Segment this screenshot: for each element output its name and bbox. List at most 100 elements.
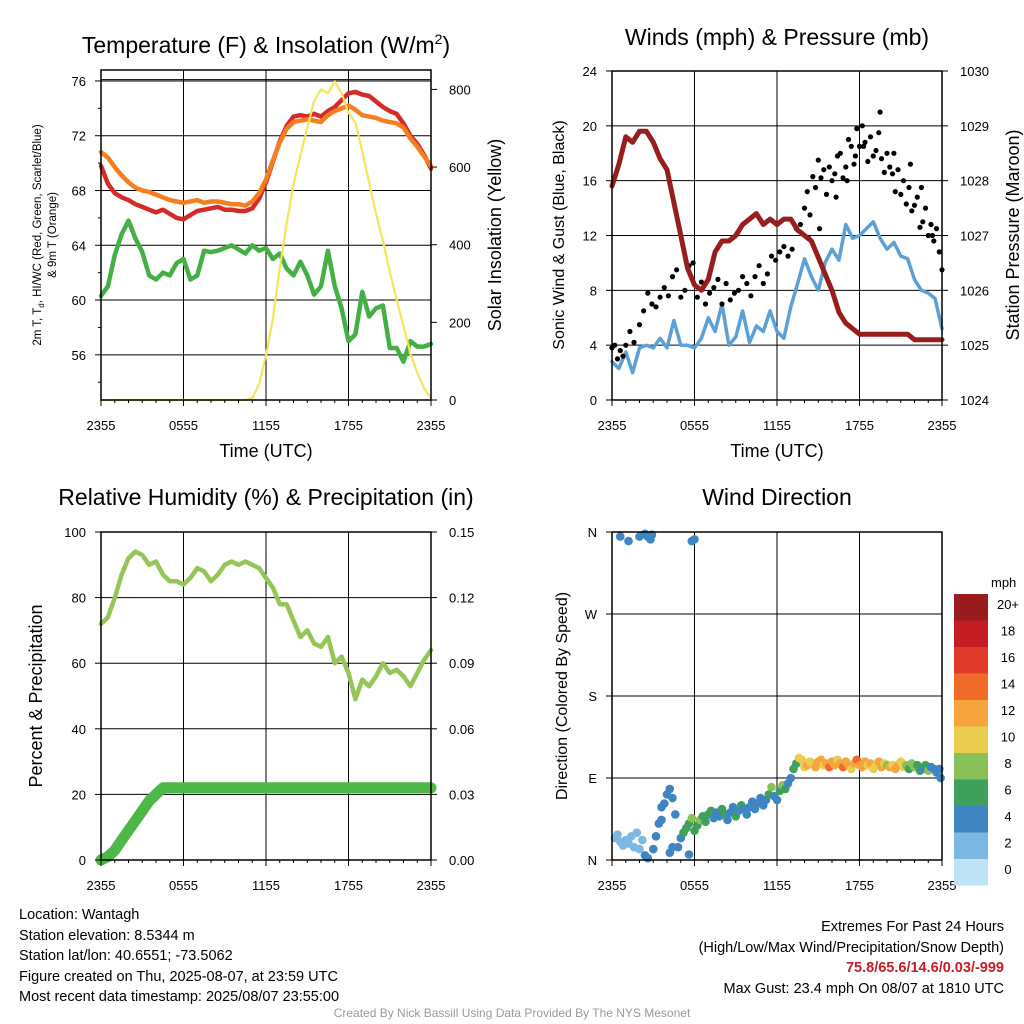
legend-label: 14 [1001,677,1015,692]
gust-point [801,205,808,211]
chart-title: Temperature (F) & Insolation (W/m2) [82,31,450,58]
gust-point [843,164,849,170]
direction-point [786,773,796,783]
y-tick-label: 20 [583,119,597,134]
figure-created: Figure created on Thu, 2025-08-07, at 23… [19,968,338,985]
gust-point [690,260,696,266]
direction-point [936,773,945,783]
y-axis-label: Percent & Precipitation [26,604,46,787]
gust-point [906,184,912,191]
direction-point [742,810,752,819]
direction-point [624,536,633,546]
direction-point [797,755,807,765]
chart-title: Wind Direction [702,484,852,510]
direction-point [643,853,653,863]
gust-point [817,226,823,232]
gust-point [777,249,783,255]
legend-label: 2 [1004,836,1011,851]
y-right-tick-label: 0.00 [449,853,474,868]
gust-point [922,205,929,211]
gust-point [694,294,700,300]
gust-point [840,175,846,181]
y-axis-label: Sonic Wind & Gust (Blue, Black) [551,120,568,349]
y-tick-label: N [588,525,597,540]
y-tick-label: 60 [72,293,86,308]
gust-point [735,287,742,293]
legend-label: 10 [1001,730,1015,745]
gust-point [837,150,843,156]
station-elevation: Station elevation: 8.5344 m [19,927,195,944]
y-tick-label: 72 [72,129,86,144]
y-right-axis-label: Station Pressure (Maroon) [1003,129,1023,340]
direction-point [649,844,658,854]
gust-point [623,342,629,348]
y-axis-label-line2: & 9m T (Orange) [47,192,59,278]
direction-point [723,815,732,825]
gust-point [818,175,824,181]
direction-point [687,813,697,823]
gust-point [907,161,914,167]
gust-point [829,178,835,184]
gust-point [810,174,816,180]
x-tick-label: 1155 [763,418,791,433]
gust-point [682,287,688,293]
legend-swatch [954,832,988,859]
legend-label: 8 [1004,756,1011,771]
y-tick-label: 76 [72,74,86,89]
direction-point [668,793,677,803]
y-tick-label: 68 [72,183,86,198]
direction-point [613,830,622,839]
gust-point [881,169,887,175]
gust-point [636,322,643,328]
temperature-insolation-panel: Temperature (F) & Insolation (W/m2)2355 0… [32,31,505,461]
x-tick-label: 2355 [417,878,446,893]
y-right-tick-label: 0.15 [449,525,474,540]
direction-point [772,795,782,805]
gust-point [895,167,901,173]
direction-point [671,810,680,819]
legend-swatch [954,806,988,833]
y-right-tick-label: 1024 [960,393,989,408]
gust-point [832,171,838,177]
x-tick-label: 1155 [252,878,280,893]
gust-point [900,178,907,184]
y-tick-label: 20 [72,787,86,802]
gust-point [844,178,850,184]
x-tick-label: 2355 [928,878,957,893]
gust-point [878,156,885,162]
direction-point [635,844,644,854]
legend-label: 6 [1004,783,1011,798]
y-right-tick-label: 800 [449,82,471,97]
series-line-rh [98,549,434,702]
legend-title: mph [991,575,1016,590]
gust-point [661,285,667,291]
legend-label: 0 [1004,862,1011,877]
gust-point [917,224,923,230]
x-tick-label: 2355 [417,418,446,433]
gust-point [764,271,771,277]
gust-point [620,353,626,359]
x-tick-label: 2355 [598,878,627,893]
y-axis-label: 2m T, Td, HI/WC (Red, Green, Scarlet/Blu… [32,124,46,345]
direction-point [767,782,776,792]
y-tick-label: 0 [590,393,597,408]
y-right-tick-label: 1030 [960,64,989,79]
gust-point [645,290,651,296]
gust-point [859,123,865,129]
gust-point [862,139,868,145]
recent-timestamp: Most recent data timestamp: 2025/08/07 2… [19,989,340,1005]
gust-point [845,136,852,143]
x-tick-label: 2355 [598,418,627,433]
gust-point [653,304,659,310]
y-tick-label: 100 [64,525,86,540]
y-tick-label: 60 [72,656,86,671]
gust-point [898,191,904,197]
gust-point [768,253,775,259]
legend-label: 20+ [997,597,1019,612]
legend-label: 16 [1001,650,1015,665]
gust-point [911,202,918,208]
series-line-pressure [609,128,945,343]
y-tick-label: W [585,607,598,622]
gust-point [914,194,920,200]
gust-point [719,301,725,307]
